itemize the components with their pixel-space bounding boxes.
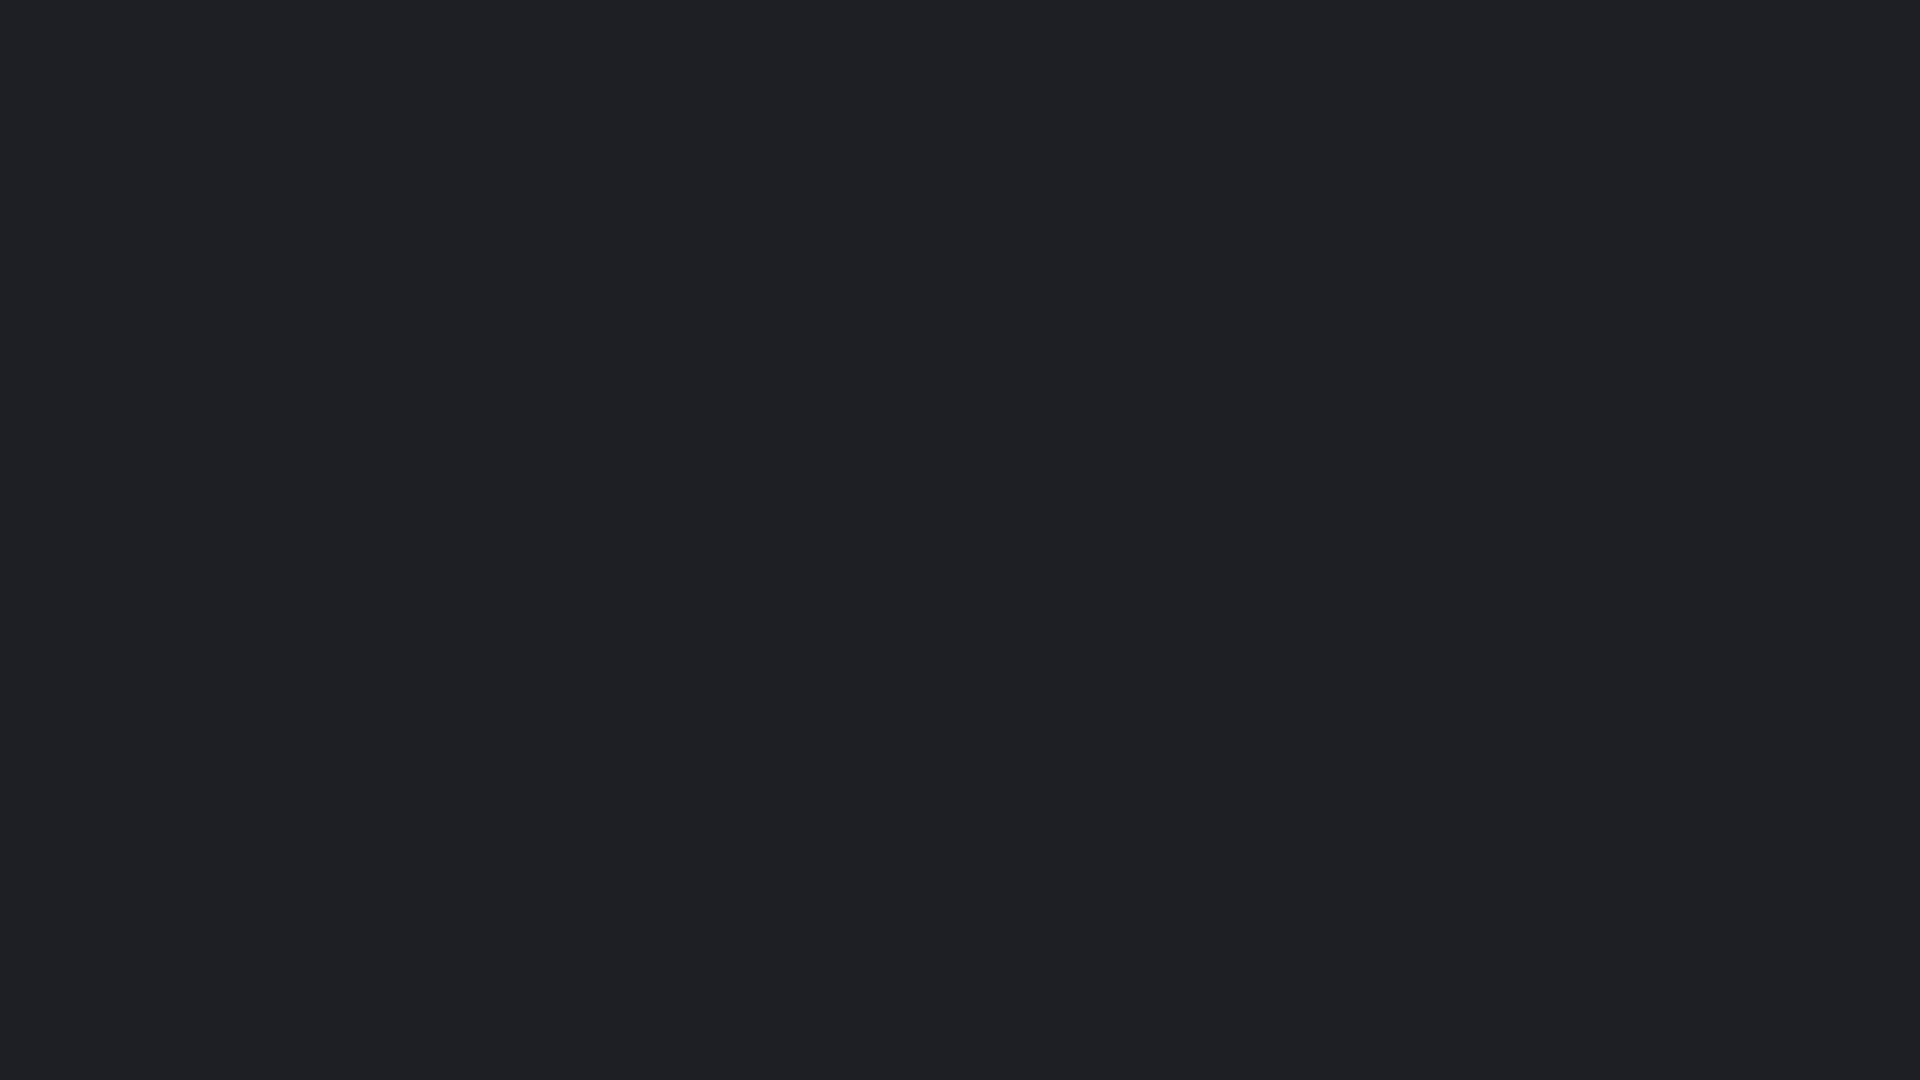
screen — [0, 0, 1920, 1080]
